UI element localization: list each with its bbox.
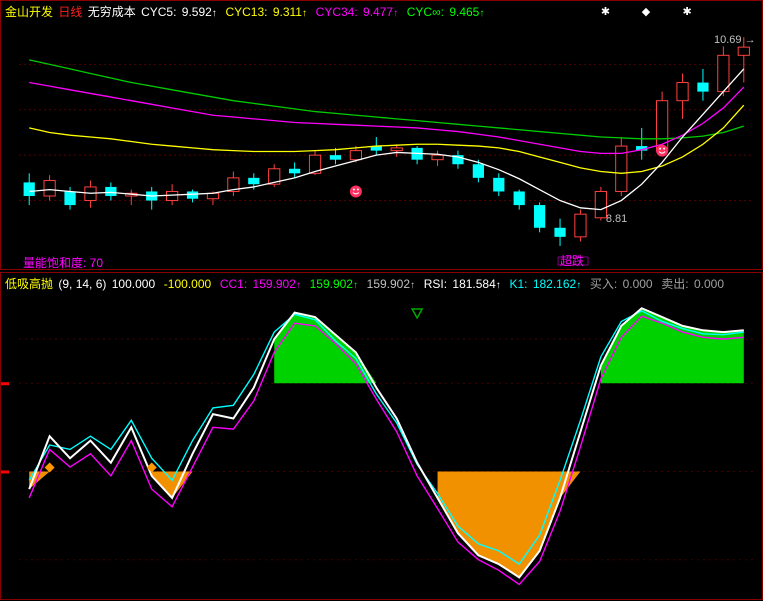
svg-text:◆: ◆	[642, 6, 651, 18]
svg-text:✱: ✱	[683, 6, 692, 18]
price-chart-svg: ✱ ◆ ✱ 10.69 → 8.81 量能饱和度: 70 超跌	[1, 1, 763, 271]
indicator-panel: 低吸高抛 (9, 14, 6) 100.000, -100.000, CC1: …	[0, 272, 763, 600]
svg-text:✱: ✱	[601, 6, 610, 18]
svg-text:量能饱和度: 70: 量能饱和度: 70	[23, 255, 103, 270]
svg-text:10.69 →: 10.69 →	[714, 34, 756, 46]
svg-text:超跌: 超跌	[560, 253, 584, 268]
svg-text:8.81: 8.81	[606, 213, 627, 225]
indicator-chart-svg	[1, 273, 763, 601]
price-chart-panel: 金山开发 日线 无穷成本 CYC5: 9.592, CYC13: 9.311, …	[0, 0, 763, 270]
